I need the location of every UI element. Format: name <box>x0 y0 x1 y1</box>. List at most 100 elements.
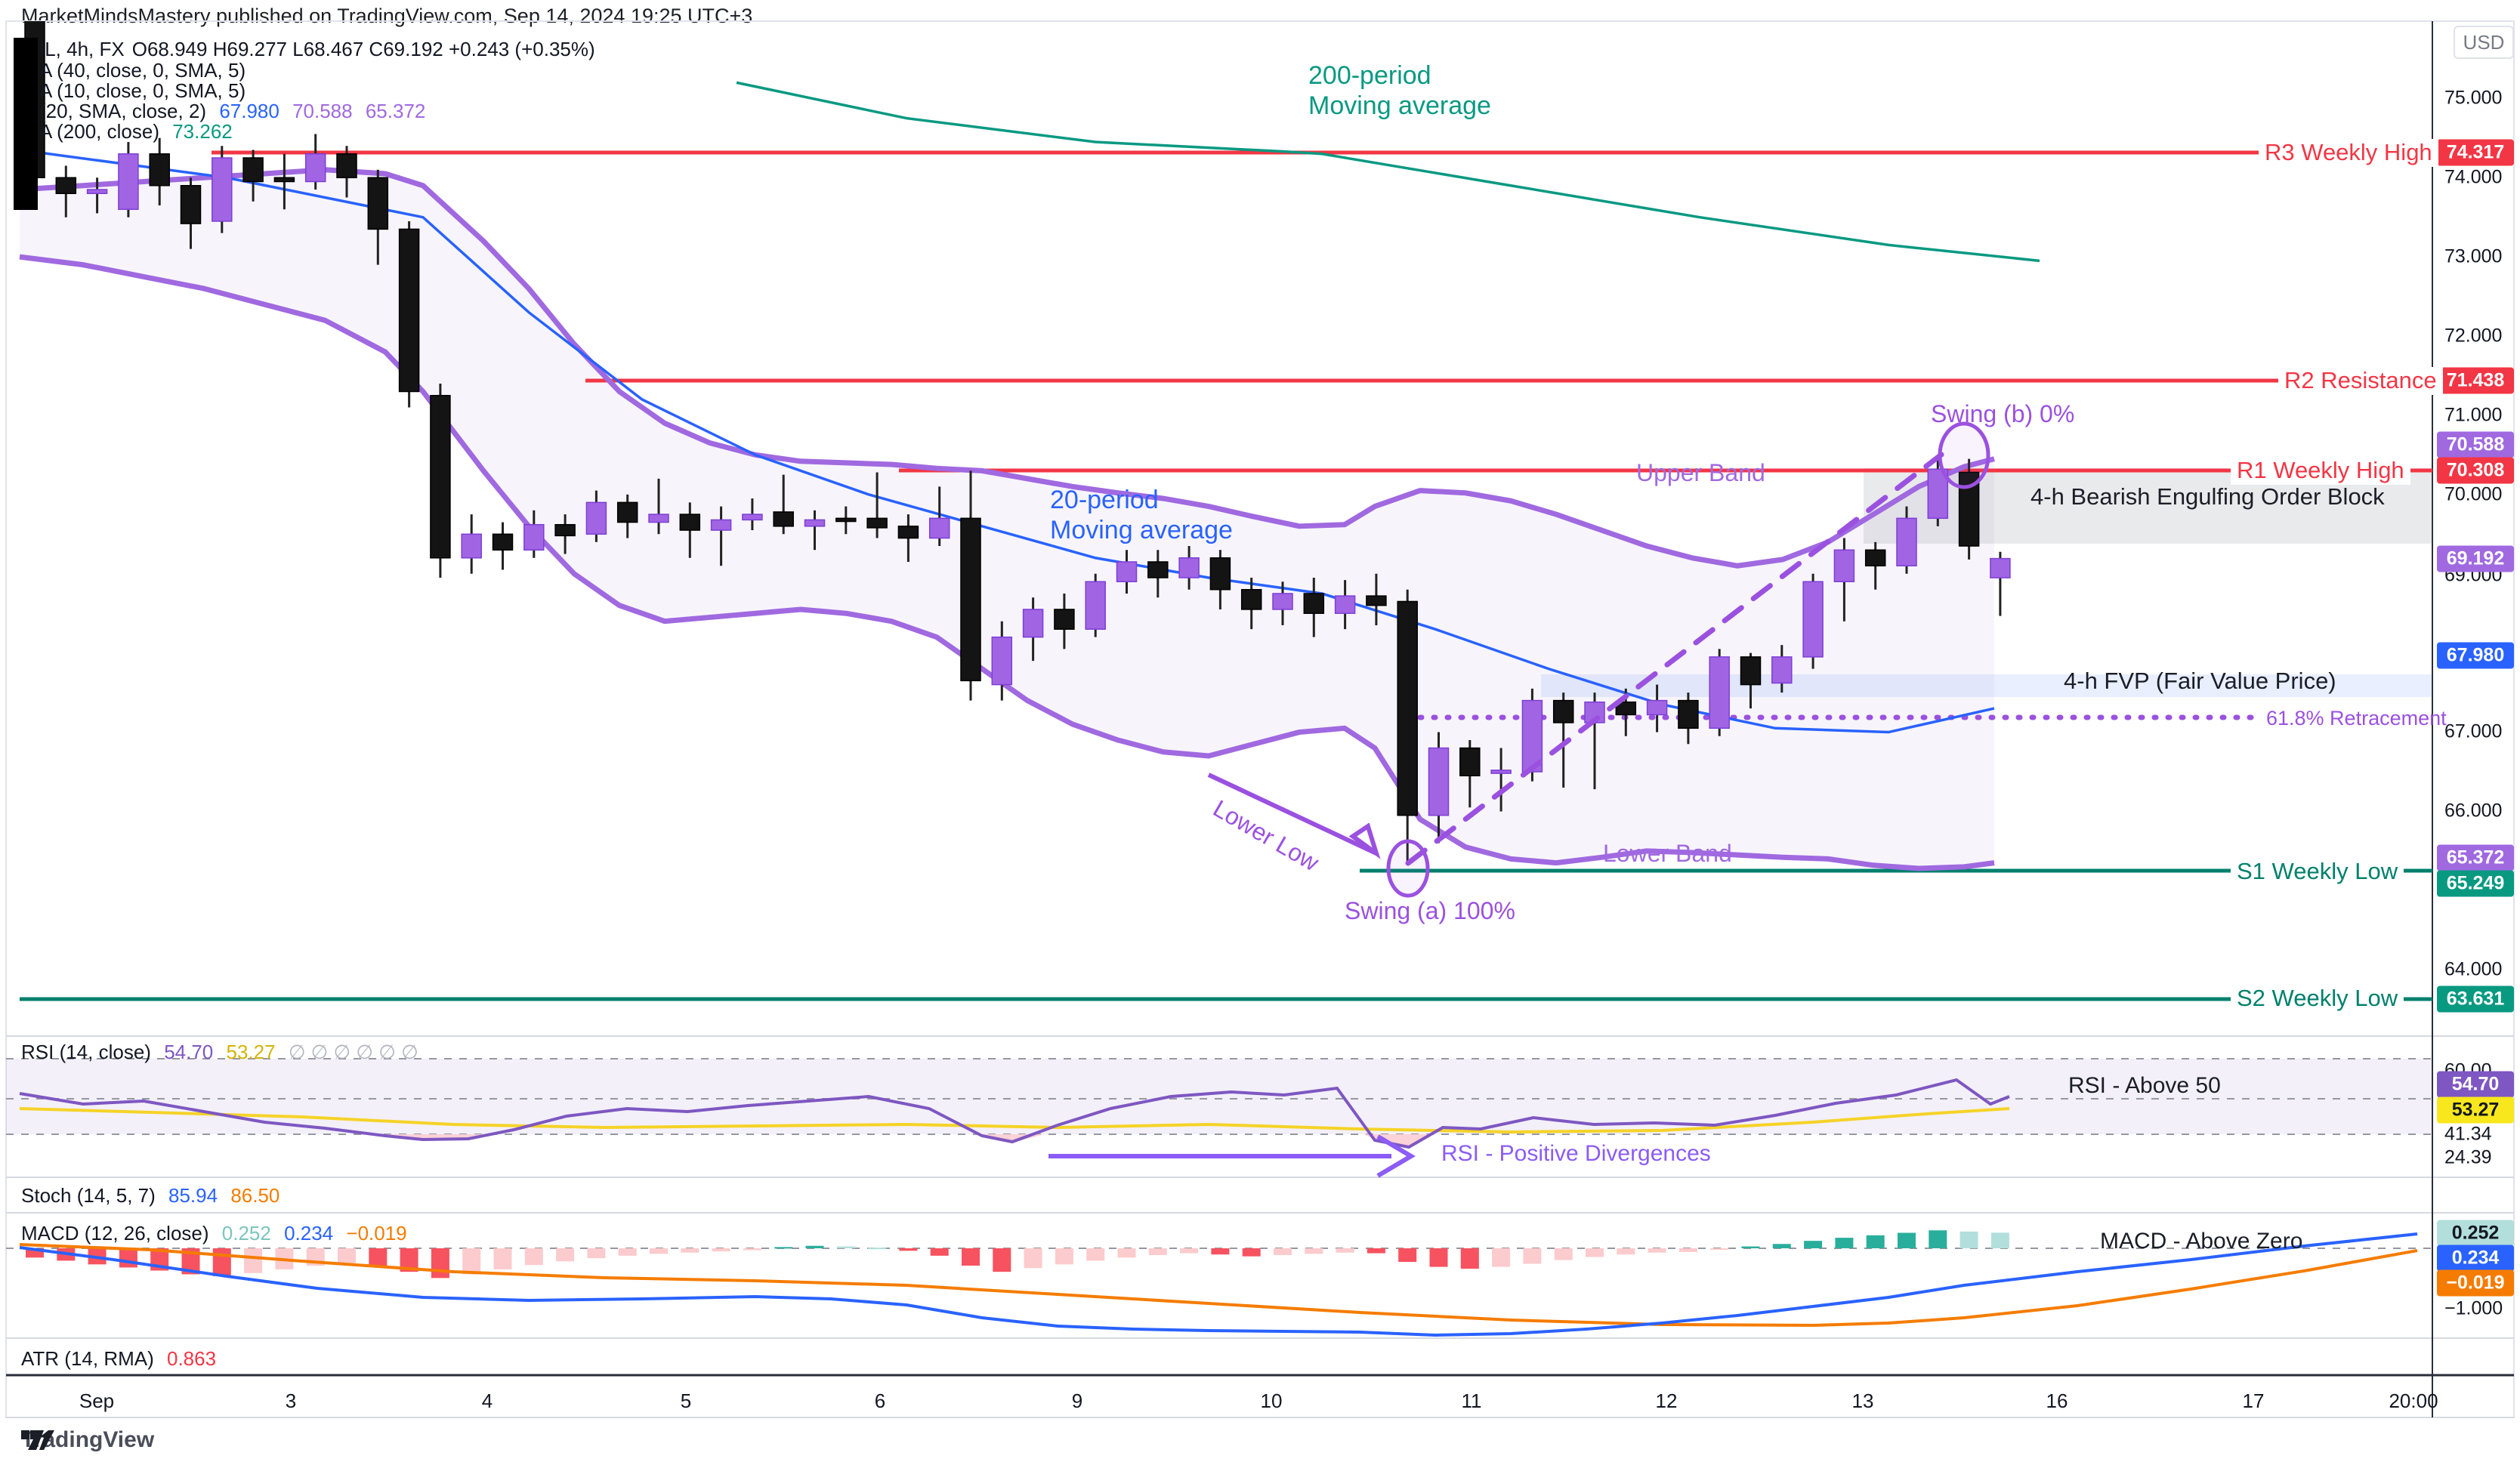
macd-histogram-bar <box>1741 1246 1760 1248</box>
time-label[interactable]: 3 <box>285 1390 297 1412</box>
time-label[interactable]: 17 <box>2242 1390 2265 1412</box>
candle-body <box>430 394 451 559</box>
lower-band-label: Lower Band <box>1603 840 1732 867</box>
time-label[interactable]: 13 <box>1851 1390 1874 1412</box>
macd-histogram-bar <box>556 1248 575 1262</box>
atr-legend-row[interactable]: ATR (14, RMA) 0.863 <box>21 1347 217 1370</box>
redaction-box <box>14 38 38 210</box>
macd-histogram-bar <box>1024 1248 1042 1269</box>
macd-histogram-bar <box>1617 1248 1635 1255</box>
candle <box>149 137 170 205</box>
candle <box>336 146 357 198</box>
macd-histogram-bar <box>1710 1248 1729 1250</box>
axis-badge: 63.631 <box>2437 985 2514 1013</box>
bb-lower-line <box>19 254 1995 871</box>
swing-a-label: Swing (a) 100% <box>1345 897 1515 924</box>
macd-histogram-bar <box>1772 1244 1791 1248</box>
candle-body <box>1864 549 1886 567</box>
macd-histogram-bar <box>930 1248 949 1256</box>
rsi-tick: 41.34 <box>2444 1123 2492 1145</box>
time-label[interactable]: 9 <box>1071 1390 1083 1412</box>
main-pane <box>19 21 2432 1001</box>
macd-signal-line <box>19 1243 2418 1328</box>
rsi-above-label: RSI - Above 50 <box>2068 1073 2221 1098</box>
candle-body <box>897 526 919 539</box>
macd-histogram-bar <box>743 1248 761 1251</box>
tradingview-logo[interactable]: TradingView <box>21 1427 154 1453</box>
macd-histogram-bar <box>1554 1248 1573 1260</box>
macd-histogram-bar <box>1835 1238 1854 1248</box>
candle-body <box>1085 581 1106 630</box>
price-tick: 67.000 <box>2444 720 2503 742</box>
candle-body <box>773 511 794 527</box>
macd-legend-row[interactable]: MACD (12, 26, close) 0.252 0.234 −0.019 <box>21 1222 407 1245</box>
candle-body <box>679 514 701 531</box>
macd-histogram-bar <box>1678 1248 1697 1252</box>
candle <box>212 146 233 233</box>
time-label[interactable]: 4 <box>481 1390 493 1412</box>
legend-ma40-row[interactable]: A (40, close, 0, SMA, 5) <box>39 59 246 82</box>
macd-tick: −1.000 <box>2444 1297 2503 1319</box>
time-label[interactable]: 5 <box>680 1390 692 1412</box>
candle-body <box>1740 656 1762 686</box>
candle <box>398 221 420 408</box>
macd-histogram-bar <box>1211 1248 1230 1255</box>
candle <box>1397 589 1418 863</box>
candle-body <box>585 501 607 535</box>
candle-body <box>1833 549 1855 582</box>
candle-body <box>804 519 826 527</box>
legend-ma10-row[interactable]: A (10, close, 0, SMA, 5) <box>39 79 246 102</box>
macd-histogram-bar <box>1305 1248 1323 1254</box>
candle <box>1709 649 1730 736</box>
time-label[interactable]: 11 <box>1461 1390 1482 1412</box>
candle <box>1927 456 1949 526</box>
candle-body <box>86 189 108 194</box>
candle-body <box>648 514 669 523</box>
candle <box>492 522 514 570</box>
candle-body <box>1240 588 1262 610</box>
candle <box>1272 581 1293 625</box>
time-label[interactable]: 10 <box>1260 1390 1283 1412</box>
legend-ma200-row[interactable]: A (200, close) 73.262 <box>39 120 233 143</box>
candle <box>1303 577 1325 637</box>
macd-histogram-bar <box>1648 1248 1666 1253</box>
axis-badge: 54.70 <box>2437 1071 2514 1098</box>
candle-body <box>1022 609 1044 638</box>
candle-body <box>616 501 638 523</box>
candle <box>242 150 264 202</box>
macd-histogram-bar <box>1242 1248 1261 1257</box>
macd-histogram-bar <box>369 1248 388 1266</box>
axis-badge: 65.249 <box>2437 870 2514 897</box>
stoch-legend-row[interactable]: Stoch (14, 5, 7) 85.94 86.50 <box>21 1184 280 1207</box>
price-tick: 64.000 <box>2444 958 2503 980</box>
macd-histogram-bar <box>1586 1248 1604 1257</box>
price-tick: 72.000 <box>2444 325 2503 347</box>
macd-histogram-bar <box>1804 1241 1823 1248</box>
time-label[interactable]: 12 <box>1655 1390 1678 1412</box>
legend-bb-row[interactable]: (20, SMA, close, 2) 67.980 70.588 65.372 <box>39 100 426 122</box>
macd-histogram-bar <box>1398 1248 1417 1263</box>
candle <box>1178 546 1200 590</box>
macd-histogram-bar <box>244 1248 263 1273</box>
price-tick: 73.000 <box>2444 245 2503 267</box>
candle <box>1334 580 1356 630</box>
candle-body <box>1927 468 1949 520</box>
time-label[interactable]: 16 <box>2046 1390 2068 1412</box>
axis-badge: 0.234 <box>2437 1245 2514 1272</box>
candle-body <box>1428 747 1450 816</box>
macd-histogram-bar <box>1492 1248 1511 1267</box>
currency-button[interactable]: USD <box>2454 26 2514 59</box>
candle <box>742 498 763 531</box>
macd-histogram-bar <box>1898 1232 1916 1248</box>
candle <box>1740 652 1762 709</box>
time-label[interactable]: 6 <box>874 1390 886 1412</box>
candle-body <box>304 153 326 183</box>
rsi-legend-row[interactable]: RSI (14, close) 54.70 53.27 ∅ ∅ ∅ ∅ ∅ ∅ <box>21 1041 418 1063</box>
time-label[interactable]: 20:00 <box>2389 1390 2438 1412</box>
legend-symbol-row[interactable]: IL, 4h, FX O68.949 H69.277 L68.467 C69.19… <box>39 38 595 60</box>
time-label[interactable]: Sep <box>79 1390 115 1412</box>
candle <box>1802 573 1824 669</box>
candle-body <box>1054 609 1075 630</box>
macd-histogram-bar <box>868 1248 887 1250</box>
